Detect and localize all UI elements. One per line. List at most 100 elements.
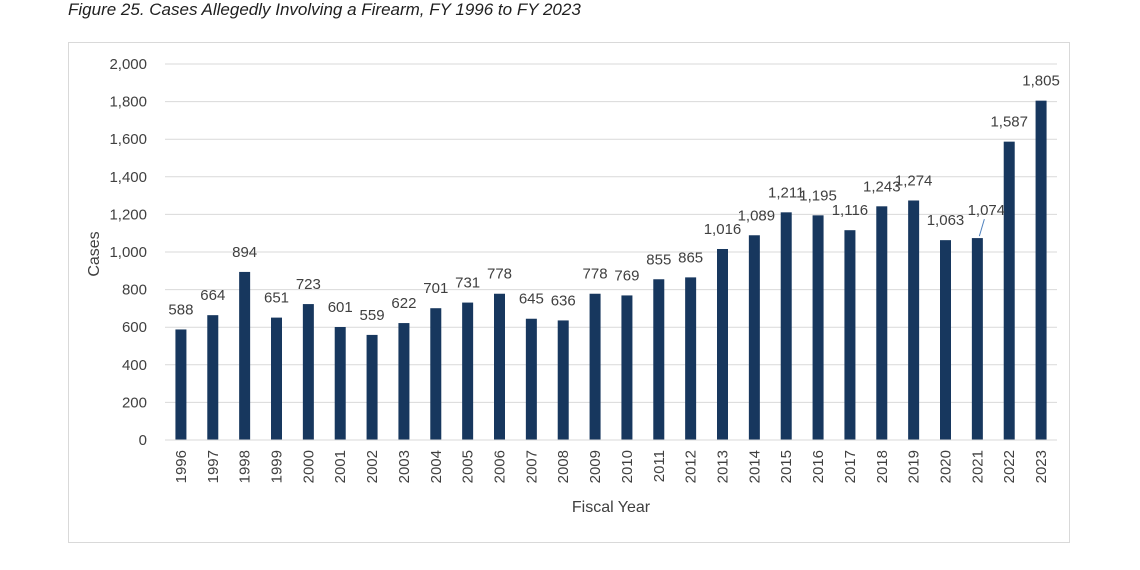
x-tick-label: 2008 [555, 450, 572, 483]
data-label: 622 [391, 295, 416, 312]
data-label: 1,074 [968, 202, 1006, 219]
data-label: 865 [678, 249, 703, 266]
data-label: 559 [360, 307, 385, 324]
x-axis-ticks: 1996 1997 1998 1999 2000 2001 2002 2003 2004 2005… [173, 450, 1050, 483]
leader-line [978, 218, 985, 237]
bar [844, 230, 856, 440]
data-label: 1,274 [895, 172, 933, 189]
bar [239, 271, 251, 440]
bar [366, 334, 378, 440]
y-tick-label: 800 [122, 282, 147, 299]
data-label: 778 [487, 266, 512, 283]
data-label: 1,243 [863, 178, 901, 195]
bar [621, 295, 633, 440]
x-tick-label: 2012 [683, 450, 700, 483]
bar [430, 308, 442, 440]
bar [462, 302, 474, 440]
data-label: 855 [646, 251, 671, 268]
x-tick-label: 2001 [332, 450, 349, 483]
data-label: 1,116 [832, 202, 868, 219]
gridlines [165, 63, 1057, 403]
y-tick-label: 1,600 [109, 131, 147, 148]
y-tick-label: 1,000 [109, 244, 147, 261]
x-axis-title: Fiscal Year [572, 499, 651, 516]
data-label: 645 [519, 291, 544, 308]
x-tick-label: 2015 [778, 450, 795, 483]
bar [971, 238, 983, 440]
bar [525, 318, 537, 440]
bar [780, 212, 792, 440]
y-tick-label: 400 [122, 357, 147, 374]
data-label: 723 [296, 276, 321, 293]
x-tick-label: 2018 [874, 450, 891, 483]
bar [302, 304, 314, 440]
bar [940, 240, 951, 440]
x-tick-label: 2020 [938, 450, 955, 483]
bar [334, 327, 346, 440]
bar [1035, 100, 1047, 440]
y-tick-label: 1,800 [109, 94, 147, 111]
data-label: 636 [551, 292, 576, 309]
y-tick-label: 200 [122, 394, 147, 411]
figure-title: Figure 25. Cases Allegedly Involving a F… [68, 0, 581, 19]
bar [812, 215, 824, 440]
bar [398, 323, 410, 440]
data-label: 601 [328, 299, 353, 316]
bar [748, 235, 760, 440]
bar [653, 279, 665, 440]
x-tick-label: 1998 [237, 450, 254, 483]
y-axis-ticks: 0 200 400 600 800 1,000 1,200 1,400 1,600 1,800 2,… [109, 56, 147, 449]
x-tick-label: 1997 [205, 450, 222, 483]
bar [908, 200, 920, 440]
data-label: 1,089 [738, 207, 776, 224]
bar [717, 248, 728, 440]
bar [207, 315, 219, 440]
data-label: 1,587 [990, 114, 1028, 131]
x-tick-label: 2016 [810, 450, 827, 483]
x-tick-label: 2022 [1001, 450, 1018, 483]
chart-frame [68, 42, 1070, 543]
x-tick-label: 1996 [173, 450, 190, 483]
bar [271, 317, 282, 440]
data-label: 1,063 [927, 212, 965, 229]
x-tick-label: 2002 [364, 450, 381, 483]
bar [1003, 141, 1015, 441]
bar [557, 320, 569, 440]
data-label: 778 [583, 266, 608, 283]
data-label: 588 [168, 301, 193, 318]
x-tick-label: 2019 [906, 450, 923, 483]
bar [589, 293, 601, 440]
bar [175, 329, 187, 440]
bar [876, 206, 888, 440]
data-labels: 588 664 894 651 723 601 559 622 701 731 778 645 636 7… [168, 73, 1059, 324]
x-tick-label: 2014 [746, 450, 763, 483]
x-tick-label: 2003 [396, 450, 413, 483]
data-label: 651 [264, 290, 289, 307]
y-tick-label: 0 [139, 432, 147, 449]
data-label: 701 [423, 280, 448, 297]
x-tick-label: 2013 [715, 450, 732, 483]
x-tick-label: 2011 [651, 450, 668, 482]
data-label: 1,805 [1022, 73, 1060, 90]
x-tick-label: 2005 [460, 450, 477, 483]
bar [685, 277, 697, 440]
y-tick-label: 1,200 [109, 206, 147, 223]
data-label: 731 [455, 275, 480, 292]
x-tick-label: 2007 [523, 450, 540, 483]
data-label: 894 [232, 244, 257, 261]
bars [175, 100, 1047, 441]
x-tick-label: 2004 [428, 450, 445, 483]
x-tick-label: 2000 [300, 450, 317, 483]
x-tick-label: 2017 [842, 450, 859, 483]
y-tick-label: 1,400 [109, 169, 147, 186]
x-tick-label: 2010 [619, 450, 636, 483]
data-label: 1,211 [768, 184, 804, 201]
x-tick-label: 2023 [1033, 450, 1050, 483]
data-label: 769 [614, 267, 639, 284]
data-label: 664 [200, 287, 225, 304]
data-label: 1,195 [799, 187, 837, 204]
y-tick-label: 600 [122, 319, 147, 336]
y-axis-title: Cases [86, 231, 103, 276]
bar [494, 293, 505, 440]
